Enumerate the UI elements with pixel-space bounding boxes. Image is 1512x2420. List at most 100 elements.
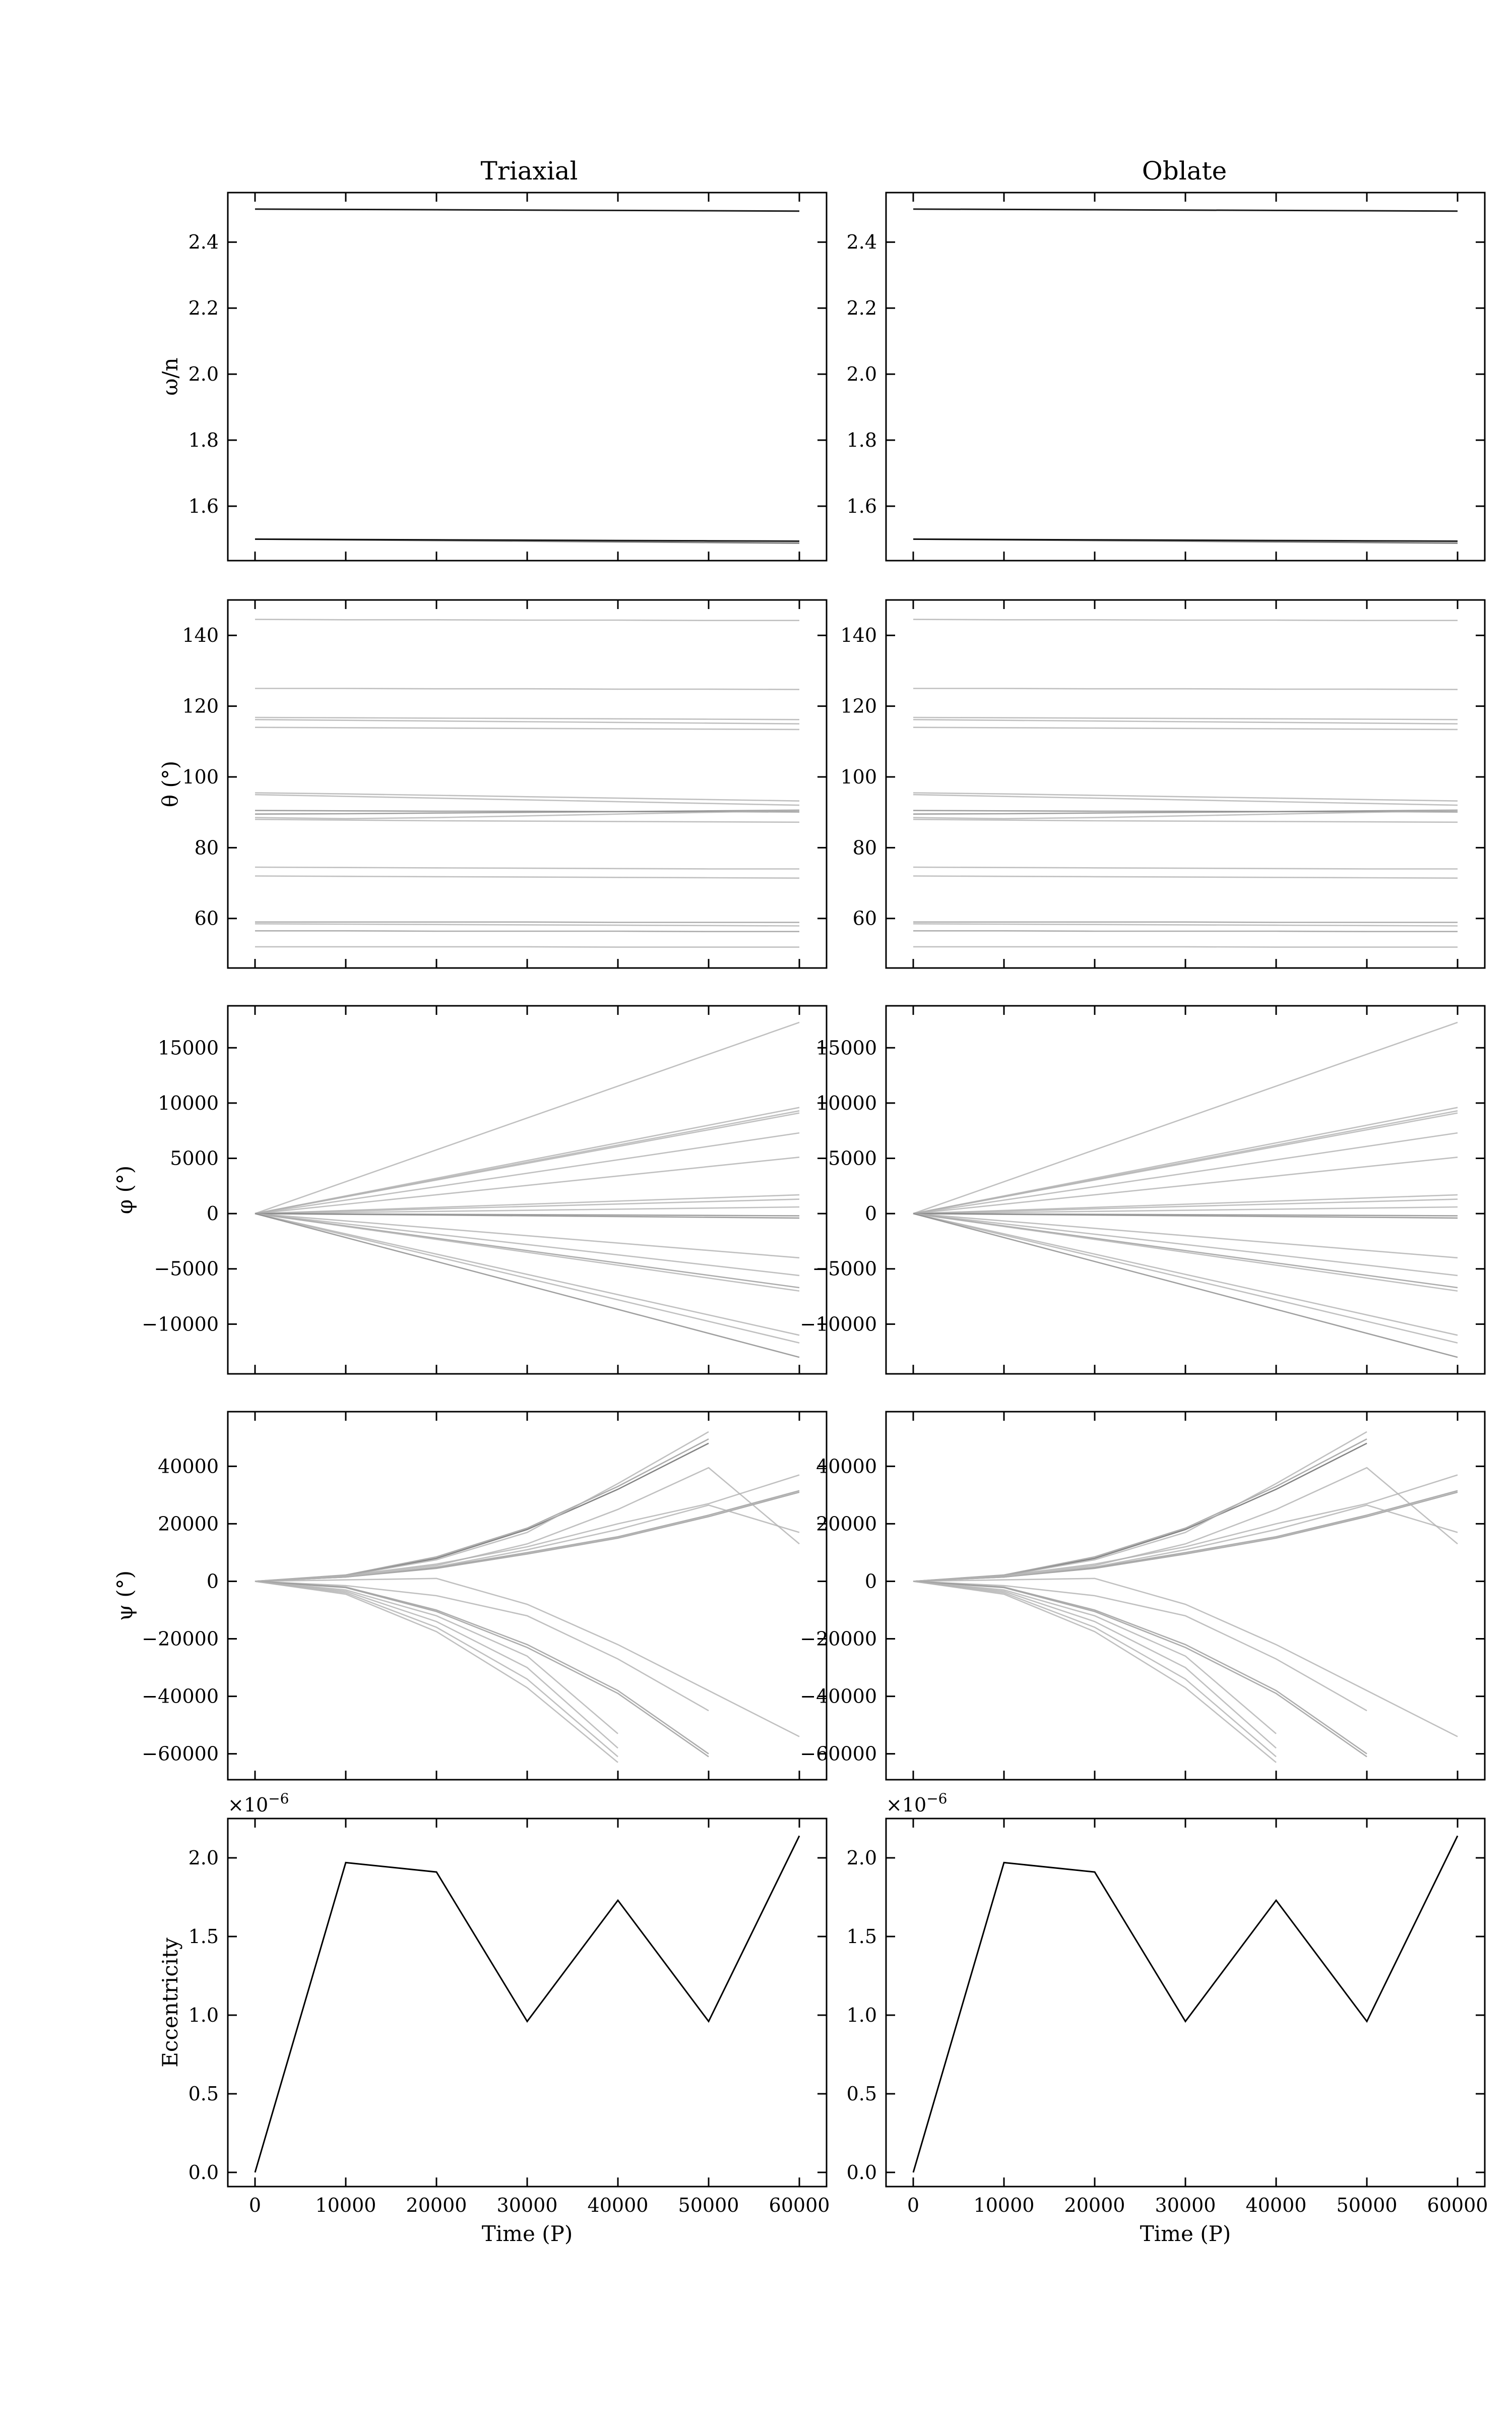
series-line-eccentricity-0 xyxy=(912,1835,1459,2173)
series-line-theta-1 xyxy=(255,688,800,690)
series-line-theta-10 xyxy=(913,818,1458,823)
y-tick-label: 2.0 xyxy=(188,1847,219,1869)
series-line-theta-12 xyxy=(913,875,1458,879)
series-line-phi-16 xyxy=(913,1213,1458,1344)
y-tick-label: 1.8 xyxy=(847,429,877,451)
x-tick-label: 20000 xyxy=(406,2194,467,2216)
x-tick-label: 20000 xyxy=(1064,2194,1125,2216)
series-line-theta-4 xyxy=(913,727,1458,731)
series-line-psi-12 xyxy=(255,1581,618,1734)
series-line-psi-13 xyxy=(255,1581,618,1749)
y-tick-label: 40000 xyxy=(158,1455,219,1477)
axes-frame xyxy=(885,192,1486,562)
series-line-omega-2 xyxy=(255,538,800,544)
series-line-theta-13 xyxy=(255,921,799,923)
y-tick-label: −60000 xyxy=(800,1743,877,1765)
y-tick-label: 20000 xyxy=(816,1512,877,1535)
y-tick-label: 1.0 xyxy=(188,2004,219,2026)
series-line-theta-11 xyxy=(255,866,799,870)
x-axis-label: Time (P) xyxy=(1140,2221,1231,2246)
y-tick-label: 5000 xyxy=(170,1147,219,1170)
series-line-psi-11 xyxy=(255,1581,709,1758)
y-tick-label: 0.0 xyxy=(188,2161,219,2184)
series-line-phi-0 xyxy=(255,1021,800,1215)
series-line-theta-6 xyxy=(913,794,1458,806)
y-tick-label: −40000 xyxy=(142,1685,219,1708)
x-tick-label: 40000 xyxy=(588,2194,649,2216)
series-line-phi-10 xyxy=(255,1213,800,1219)
series-line-theta-2 xyxy=(255,716,800,720)
x-tick-label: 10000 xyxy=(316,2194,376,2216)
series-line-phi-8 xyxy=(255,1206,800,1215)
series-line-theta-8 xyxy=(913,809,1458,815)
y-tick-label: −5000 xyxy=(154,1258,219,1280)
y-axis-label: ω/n xyxy=(158,357,182,395)
series-line-theta-8 xyxy=(255,809,800,815)
y-tick-label: 2.0 xyxy=(847,1847,877,1869)
axes-frame xyxy=(885,1411,1486,1781)
y-tick-label: 1.6 xyxy=(847,495,877,517)
panel-grid: 1.6 1.8 2.0 2.2 2.4 ω/n 60 80 100 120 140 θ (°) −100… xyxy=(112,192,1488,2246)
series-line-theta-1 xyxy=(913,688,1458,690)
y-multiplier-label: ×10−6 xyxy=(886,1790,947,1816)
x-tick-label: 0 xyxy=(249,2194,261,2216)
series-line-theta-7 xyxy=(913,810,1458,813)
y-tick-label: 0.5 xyxy=(847,2083,877,2105)
series-line-phi-8 xyxy=(913,1206,1458,1215)
y-tick-label: 100 xyxy=(840,766,877,788)
axes-frame xyxy=(227,192,828,562)
series-line-phi-11 xyxy=(255,1213,800,1259)
y-tick-label: −20000 xyxy=(800,1628,877,1650)
series-line-psi-4 xyxy=(913,1490,1458,1582)
panel-omega-0: 1.6 1.8 2.0 2.2 2.4 ω/n xyxy=(158,192,828,562)
y-axis-label: θ (°) xyxy=(158,761,182,807)
y-tick-label: 10000 xyxy=(816,1092,877,1114)
series-line-phi-4 xyxy=(255,1132,800,1215)
y-axis-label: ψ (°) xyxy=(112,1570,137,1621)
y-tick-label: 140 xyxy=(182,624,219,646)
panel-eccentricity-0: 0 10000 20000 30000 40000 50000 60000 0.0 0.5 1.0… xyxy=(158,1790,830,2246)
series-line-phi-3 xyxy=(255,1112,800,1215)
series-line-theta-14 xyxy=(913,923,1458,927)
axes-frame xyxy=(885,1818,1486,2188)
y-multiplier-exponent: −6 xyxy=(926,1790,947,1807)
series-line-omega-0 xyxy=(913,208,1458,212)
series-line-psi-3 xyxy=(913,1491,1458,1582)
x-tick-label: 50000 xyxy=(1337,2194,1398,2216)
panel-psi-0: −60000 −40000 −20000 0 20000 40000 ψ (°) xyxy=(112,1411,828,1781)
y-tick-label: −5000 xyxy=(812,1258,877,1280)
series-line-omega-2 xyxy=(913,538,1458,544)
y-tick-label: 0 xyxy=(207,1202,219,1225)
series-line-theta-7 xyxy=(255,810,800,813)
y-tick-label: 2.2 xyxy=(847,297,877,319)
series-line-theta-5 xyxy=(255,792,800,802)
panel-phi-0: −10000 −5000 0 5000 10000 15000 φ (°) xyxy=(112,1005,828,1375)
panel-theta-1: 60 80 100 120 140 xyxy=(840,599,1486,969)
axes-frame xyxy=(227,599,828,969)
series-line-eccentricity-0 xyxy=(254,1835,800,2173)
y-tick-label: 5000 xyxy=(828,1147,877,1170)
series-line-psi-9 xyxy=(913,1581,1367,1712)
series-line-psi-9 xyxy=(255,1581,709,1712)
series-line-theta-9 xyxy=(913,810,1458,820)
y-tick-label: 80 xyxy=(195,836,219,859)
series-line-theta-4 xyxy=(255,727,800,731)
column-title-oblate: Oblate xyxy=(1142,156,1227,186)
series-line-psi-15 xyxy=(255,1581,618,1763)
series-line-theta-3 xyxy=(255,719,800,724)
x-tick-label: 50000 xyxy=(678,2194,739,2216)
panel-theta-0: 60 80 100 120 140 θ (°) xyxy=(158,599,828,969)
panel-eccentricity-1: 0 10000 20000 30000 40000 50000 60000 0.0 0.5 1.0… xyxy=(847,1790,1488,2246)
series-line-phi-16 xyxy=(255,1213,800,1344)
series-line-phi-17 xyxy=(255,1213,800,1358)
x-tick-label: 10000 xyxy=(974,2194,1035,2216)
y-tick-label: −40000 xyxy=(800,1685,877,1708)
series-line-phi-6 xyxy=(255,1194,800,1215)
x-tick-label: 60000 xyxy=(769,2194,830,2216)
series-line-theta-5 xyxy=(913,792,1458,802)
axes-frame xyxy=(227,1411,828,1781)
y-tick-label: 0.0 xyxy=(847,2161,877,2184)
y-tick-label: 0.5 xyxy=(188,2083,219,2105)
series-line-theta-12 xyxy=(255,875,800,879)
